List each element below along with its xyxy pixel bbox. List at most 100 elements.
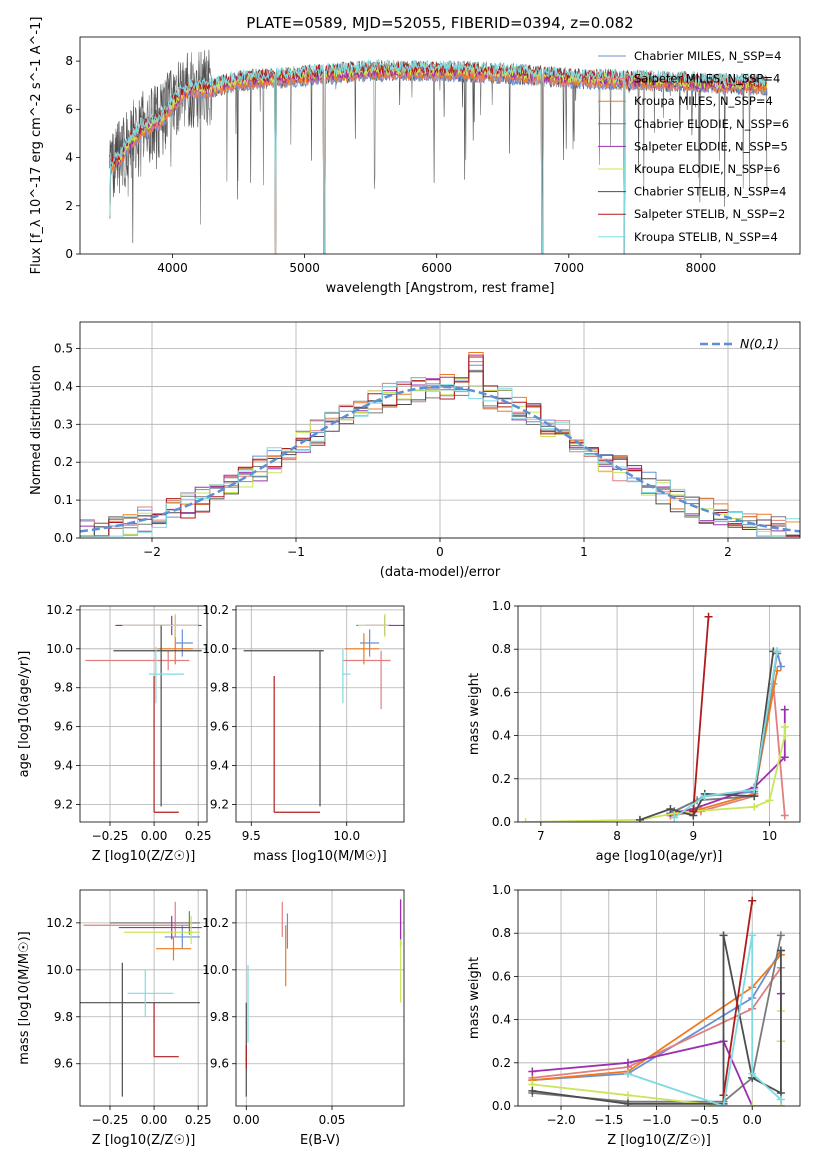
x-tick-label: 0 xyxy=(436,545,444,559)
marker-kroupa_stelib xyxy=(670,813,679,822)
legend-label: Kroupa STELIB, N_SSP=4 xyxy=(634,230,778,244)
mass-vs-ebv-panel: 0.00 0.05 9.6 9.8 10.0 10.2 E(B-V) xyxy=(202,889,405,1148)
x-axis-label: wavelength [Angstrom, rest frame] xyxy=(326,281,555,296)
x-tick-label: 7 xyxy=(537,829,545,843)
x-tick-label: −1.0 xyxy=(642,1113,671,1127)
y-tick-label: 10.2 xyxy=(202,916,229,930)
y-tick-label: 0.5 xyxy=(54,342,73,356)
y-tick-label: 9.8 xyxy=(210,1010,229,1024)
age-vs-mass-panel: 9.5 10.0 9.2 9.4 9.6 9.8 10.0 10.2 mass [log10(M… xyxy=(202,603,405,864)
figure-title: PLATE=0589, MJD=52055, FIBERID=0394, z=0… xyxy=(246,14,633,32)
mass-weight-line-kroupa_stelib xyxy=(673,651,778,819)
marker-kroupa_stelib xyxy=(773,647,782,656)
x-axis-label: age [log10(age/yr)] xyxy=(596,849,723,864)
y-axis-label: mass weight xyxy=(467,957,482,1039)
y-tick-label: 10.0 xyxy=(46,963,73,977)
marker-chabrier_stelib xyxy=(623,1099,632,1106)
axes-frame xyxy=(79,605,208,823)
marker-kroupa_stelib xyxy=(750,785,759,794)
x-axis-label: (data-model)/error xyxy=(380,565,501,580)
y-tick-label: 0.0 xyxy=(54,531,73,545)
mass-weight-line-kroupa_miles xyxy=(532,954,782,1081)
legend-label: Chabrier MILES, N_SSP=4 xyxy=(634,49,781,63)
x-tick-label: 0.00 xyxy=(141,829,168,843)
plot-area xyxy=(85,613,202,813)
legend-label: Kroupa ELODIE, N_SSP=6 xyxy=(634,162,780,176)
residuals-panel: −2 −1 0 1 2 0.0 0.1 0.2 0.3 0.4 0.5 N(0,1) (data-mod… xyxy=(29,321,801,580)
y-tick-label: 0.1 xyxy=(54,493,73,507)
marker-salpeter_stelib xyxy=(704,612,713,621)
marker-kroupa_stelib xyxy=(748,1069,757,1078)
legend-label: Chabrier STELIB, N_SSP=4 xyxy=(634,185,786,199)
spectrum-panel: 4000 5000 6000 7000 8000 0 2 4 6 8 wavelength [Ang… xyxy=(29,17,801,296)
y-tick-label: 2 xyxy=(65,199,73,213)
x-tick-label: −0.5 xyxy=(690,1113,719,1127)
marker-chabrier_stelib xyxy=(635,815,644,822)
x-tick-label: 2 xyxy=(724,545,732,559)
y-tick-label: 10.0 xyxy=(202,963,229,977)
x-tick-label: 10.0 xyxy=(333,829,360,843)
legend-label: Chabrier ELODIE, N_SSP=6 xyxy=(634,117,789,131)
plot-area xyxy=(80,901,202,1097)
y-tick-label: 0.2 xyxy=(492,1056,511,1070)
y-tick-label: 9.6 xyxy=(210,720,229,734)
y-tick-label: 6 xyxy=(65,102,73,116)
y-tick-label: 1.0 xyxy=(492,883,511,897)
marker-kroupa_stelib xyxy=(700,792,709,801)
x-tick-label: −1.5 xyxy=(594,1113,623,1127)
x-tick-label: 9 xyxy=(689,829,697,843)
marker-salpeter_miles xyxy=(780,811,789,820)
marker-kroupa_elodie xyxy=(623,1091,632,1100)
y-tick-label: 9.4 xyxy=(210,759,229,773)
mass-vs-metallicity-panel: −0.25 0.00 0.25 9.6 9.8 10.0 10.2 Z [log10(Z/Z☉… xyxy=(17,889,212,1148)
marker-chabrier_stelib xyxy=(666,805,675,814)
y-tick-label: 4 xyxy=(65,151,73,165)
x-tick-label: 0.0 xyxy=(743,1113,762,1127)
x-tick-label: 0.00 xyxy=(141,1113,168,1127)
y-tick-label: 0.8 xyxy=(492,642,511,656)
marker-salpeter_stelib xyxy=(689,807,698,816)
mass-weight-line-salpeter_stelib xyxy=(722,900,754,1096)
y-tick-label: 9.8 xyxy=(210,681,229,695)
spectrum-line-kroupa_elodie xyxy=(109,61,768,254)
plot-area xyxy=(528,896,785,1106)
marker-salpeter_elodie xyxy=(780,753,789,762)
y-tick-label: 0.6 xyxy=(492,969,511,983)
y-tick-label: 0.0 xyxy=(492,815,511,829)
y-tick-label: 0.4 xyxy=(492,729,511,743)
mass-weight-line-salpeter_stelib xyxy=(692,616,710,812)
plot-area xyxy=(108,49,768,254)
x-axis-label: Z [log10(Z/Z☉)] xyxy=(607,1133,711,1148)
axes-frame xyxy=(235,605,405,823)
marker-kroupa_stelib xyxy=(719,1102,728,1106)
mass-weight-line-kroupa_elodie xyxy=(525,727,786,822)
plot-area xyxy=(80,352,800,537)
axes-frame xyxy=(79,321,801,539)
marker-chabrier_miles xyxy=(776,662,785,671)
y-tick-label: 9.6 xyxy=(210,1057,229,1071)
mass-weight-line-chabrier_miles xyxy=(532,950,782,1081)
x-tick-label: 0.00 xyxy=(233,1113,260,1127)
marker-chabrier_stelib xyxy=(528,1086,537,1095)
x-axis-label: E(B-V) xyxy=(300,1133,340,1148)
y-tick-label: 0.4 xyxy=(54,379,73,393)
y-tick-label: 10.0 xyxy=(46,642,73,656)
y-axis-label: mass weight xyxy=(467,673,482,755)
x-tick-label: 0.25 xyxy=(185,1113,212,1127)
legend-label: Kroupa MILES, N_SSP=4 xyxy=(634,94,773,108)
y-tick-label: 9.6 xyxy=(54,720,73,734)
axes-frame xyxy=(79,36,801,255)
x-tick-label: 5000 xyxy=(289,261,320,275)
y-tick-label: 0 xyxy=(65,247,73,261)
y-tick-label: 0.2 xyxy=(492,772,511,786)
y-tick-label: 10.2 xyxy=(46,603,73,617)
x-tick-label: −1 xyxy=(287,545,305,559)
mass-weight-vs-metallicity-panel: −2.0 −1.5 −1.0 −0.5 0.0 0.0 0.2 0.4 0.6 0.8 1.0 Z [… xyxy=(467,883,801,1148)
marker-kroupa_elodie xyxy=(780,731,789,740)
marker-salpeter_elodie xyxy=(780,705,789,714)
x-tick-label: 10 xyxy=(762,829,777,843)
y-axis-label: Flux [f_λ 10^-17 erg cm^-2 s^-1 A^-1] xyxy=(29,17,44,275)
marker-chabrier_elodie xyxy=(776,931,785,940)
x-tick-label: −2.0 xyxy=(546,1113,575,1127)
